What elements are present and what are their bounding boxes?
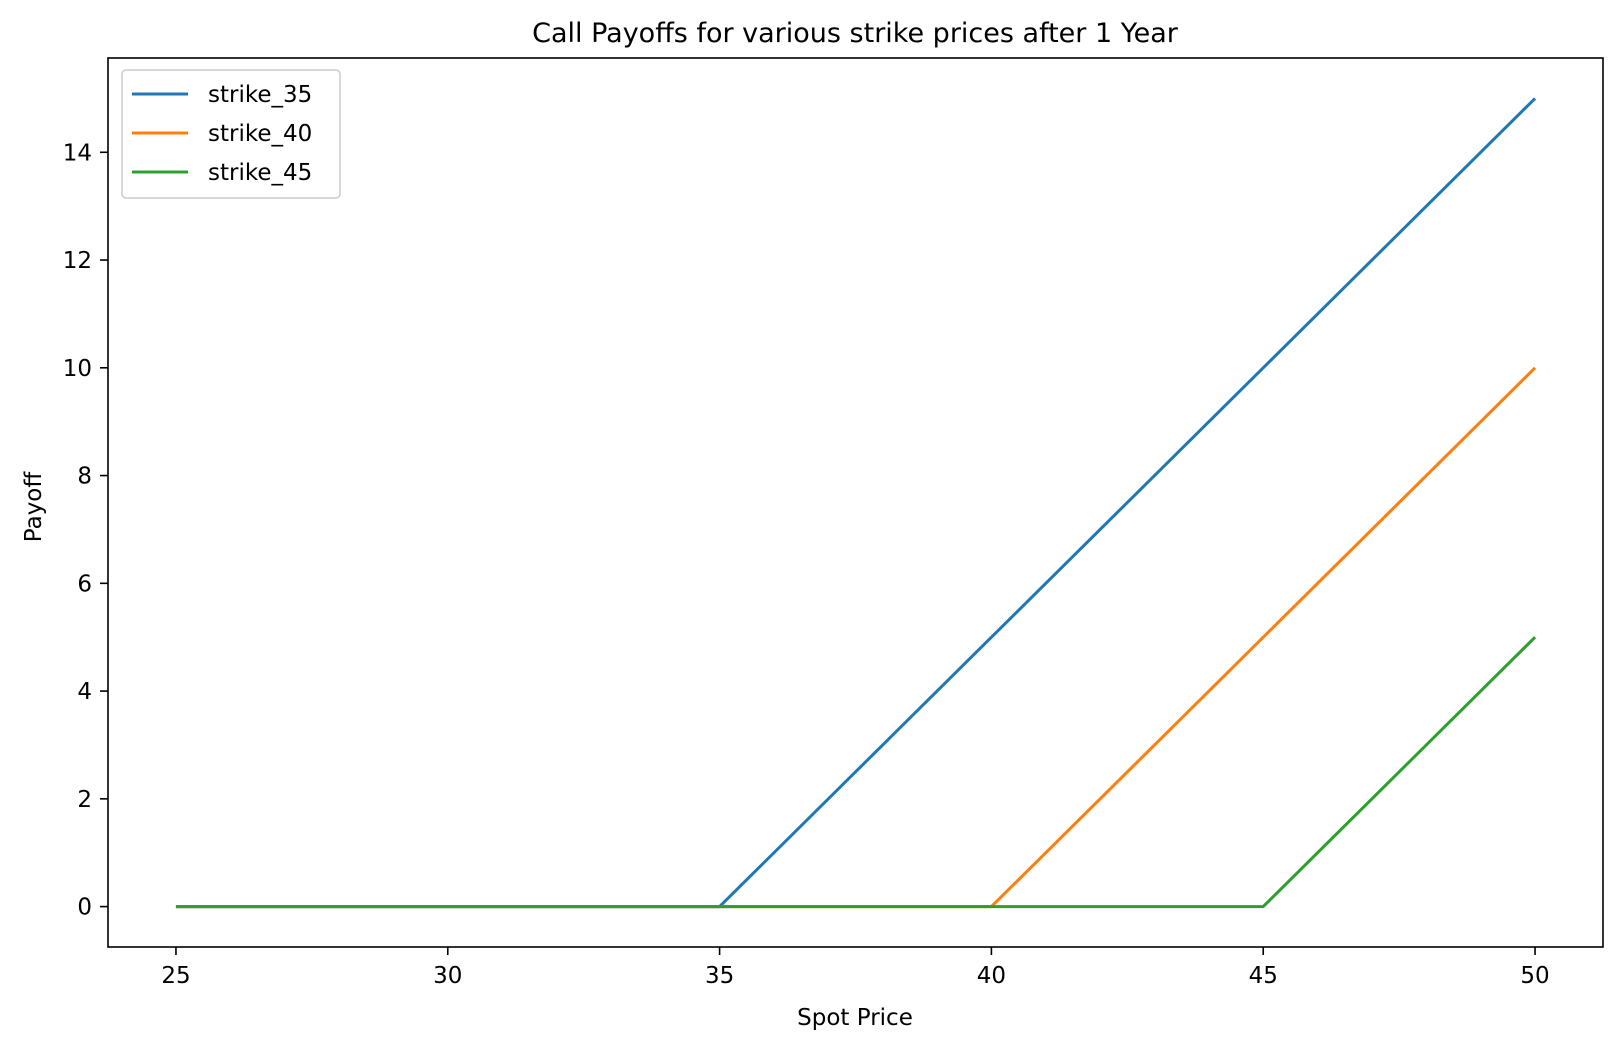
y-tick-label: 12 (63, 248, 92, 274)
y-tick-label: 8 (77, 464, 92, 490)
series-layer (175, 97, 1537, 909)
legend-label: strike_45 (208, 160, 312, 186)
y-axis: 0 2 4 6 8 10 12 14 (63, 140, 108, 921)
y-tick-label: 6 (77, 571, 92, 597)
x-tick-label: 30 (433, 963, 462, 989)
y-tick-label: 2 (77, 787, 92, 813)
legend-label: strike_40 (208, 121, 312, 147)
y-tick-label: 0 (77, 895, 92, 921)
x-tick-label: 40 (977, 963, 1006, 989)
y-tick-label: 4 (77, 679, 92, 705)
x-tick-label: 35 (705, 963, 734, 989)
legend-box (121, 69, 341, 199)
series-line-strike_45 (175, 636, 1537, 909)
x-axis-label: Spot Price (797, 1005, 913, 1031)
y-axis-label: Payoff (21, 471, 47, 543)
x-tick-label: 45 (1249, 963, 1278, 989)
x-axis: 25 30 35 40 45 50 (161, 947, 1550, 989)
legend-label: strike_35 (208, 82, 312, 108)
y-tick-label: 10 (63, 356, 92, 382)
axes-frame (107, 57, 1604, 948)
y-tick-label: 14 (63, 140, 92, 166)
x-tick-label: 50 (1520, 963, 1549, 989)
chart-title: Call Payoffs for various strike prices a… (532, 18, 1179, 49)
x-tick-label: 25 (161, 963, 190, 989)
legend: strike_35 strike_40 strike_45 (121, 69, 341, 199)
